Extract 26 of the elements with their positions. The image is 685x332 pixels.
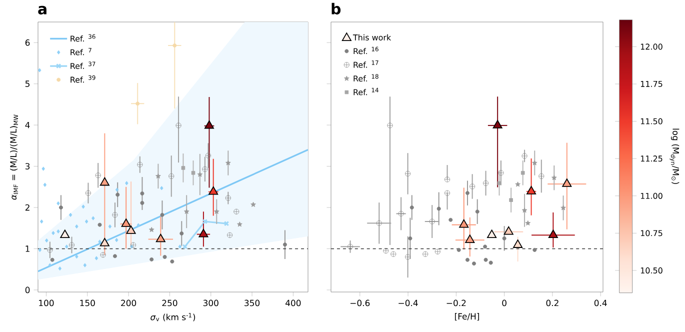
chart-title: b <box>332 2 341 14</box>
x-axis-title: [Fe/H] <box>455 313 480 321</box>
chart-title: a <box>38 6 46 14</box>
x-tick-label: 400 <box>286 300 301 306</box>
x-tick-label: 300 <box>203 300 218 306</box>
y-tick-label: 4 <box>25 122 30 128</box>
x-tick-label: 0.4 <box>594 300 607 306</box>
y-tick-label: 2 <box>25 204 30 211</box>
x-tick-label: −0.4 <box>398 300 418 306</box>
y-tick-label: 0 <box>25 286 30 294</box>
y-tick-label: 3 <box>25 163 30 170</box>
x-axis-title: σ$_{v}$ (km s$^{-1}$) <box>150 313 196 322</box>
x-tick-label: 150 <box>80 300 95 306</box>
x-tick-label: 350 <box>244 300 260 306</box>
y-tick-label: 5 <box>25 80 30 87</box>
x-tick-label: 200 <box>121 300 136 306</box>
y-axis-title: α$_{IMF}$ = (M/L)/(M/L)$_{MW}$ <box>10 114 18 200</box>
x-tick-label: 100 <box>39 300 54 306</box>
color-bar-title: log (M$_{dyn}$/M$_{⊙}$) <box>670 128 680 184</box>
y-tick-label: 6 <box>25 39 30 46</box>
x-tick-label: 0.2 <box>546 300 558 306</box>
x-tick-label: 0 <box>502 300 506 306</box>
x-tick-label: 250 <box>162 300 178 306</box>
x-tick-label: −0.6 <box>350 300 370 306</box>
y-tick-label: 1 <box>26 246 30 252</box>
x-tick-label: −0.2 <box>446 300 466 306</box>
